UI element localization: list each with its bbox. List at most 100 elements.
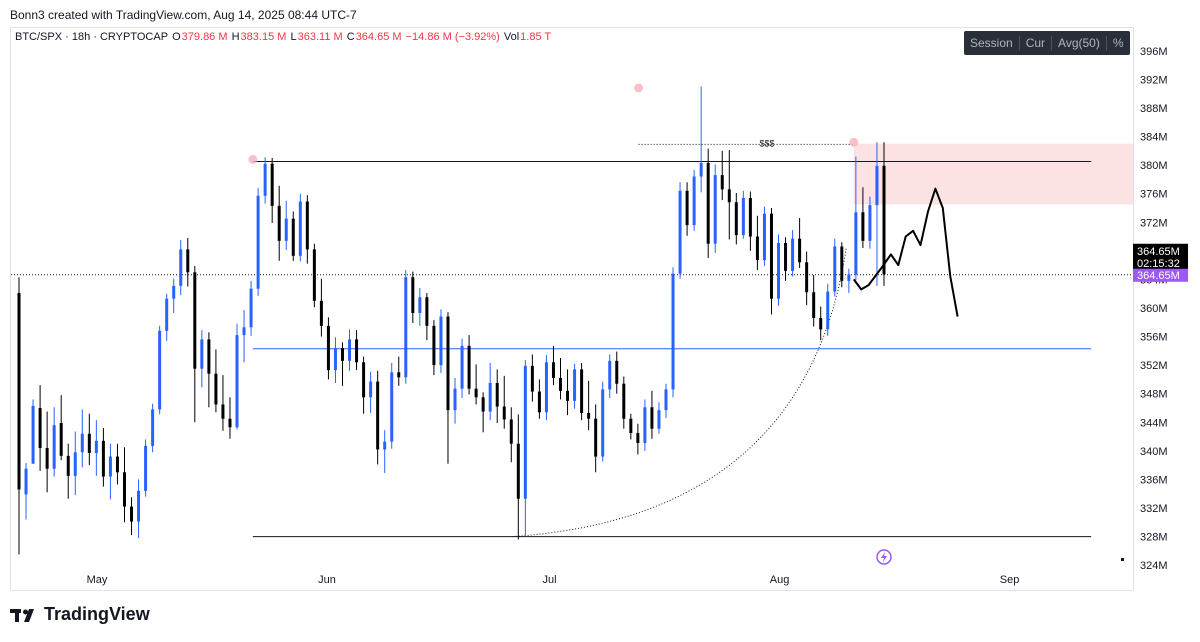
currency-button[interactable]: Cur (1025, 36, 1046, 50)
close-label: C (346, 31, 355, 43)
candle-body (312, 249, 316, 301)
candle-body (179, 249, 183, 286)
pivot-marker (248, 154, 258, 164)
candle-body (629, 418, 633, 433)
candle-body (671, 273, 675, 390)
candle-body (17, 292, 21, 490)
candle-body (819, 317, 823, 330)
price-badge-bg (1133, 243, 1188, 270)
supply-zone (853, 143, 1133, 205)
candle-body (94, 440, 98, 454)
candle-body (509, 419, 513, 444)
candle-body (66, 455, 70, 476)
x-tick-label: Aug (770, 574, 790, 586)
candle-body (158, 330, 162, 410)
candle-body (636, 433, 640, 444)
candle-body (685, 190, 689, 226)
y-tick-label: 352M (1140, 360, 1168, 372)
candle-body (200, 339, 204, 369)
scale-dot (1121, 558, 1124, 561)
candle-body (439, 316, 443, 366)
candle-body (523, 365, 527, 499)
candle-body (24, 468, 28, 495)
footer-brand: TradingView (10, 604, 150, 625)
candle-body (270, 163, 274, 206)
low-label: L (290, 31, 297, 43)
candle-body (221, 404, 225, 419)
open-value: 379.86 M (181, 31, 228, 43)
y-tick-label: 336M (1140, 474, 1168, 486)
candle-body (122, 472, 126, 507)
candle-body (530, 365, 534, 392)
candle-body (214, 373, 218, 405)
y-tick-label: 388M (1140, 103, 1168, 115)
y-tick-label: 396M (1140, 46, 1168, 58)
candle-body (80, 433, 84, 453)
candle-body (362, 362, 366, 398)
candle-body (474, 388, 478, 398)
candle-body (727, 189, 731, 203)
high-value: 383.15 M (240, 31, 287, 43)
candle-body (798, 238, 802, 263)
candle-body (390, 372, 394, 442)
candle-body (38, 407, 42, 449)
pivot-marker (849, 137, 859, 147)
volume-value: 1.85 T (520, 31, 552, 43)
candle-body (833, 246, 837, 292)
candle-body (115, 456, 119, 473)
candle-body (826, 291, 830, 330)
candle-body (678, 190, 682, 274)
high-label: H (231, 31, 240, 43)
candle-body (73, 452, 77, 476)
toolbar-divider (1051, 36, 1053, 50)
candle-body (840, 246, 844, 281)
candle-body (741, 197, 745, 236)
candle-body (537, 391, 541, 413)
candle-body (235, 335, 239, 428)
candle-body (706, 162, 710, 244)
projection-path (852, 187, 959, 317)
price-badge-purple-bg (1133, 268, 1188, 282)
candle-body (144, 445, 148, 491)
parabolic-curve (512, 247, 847, 538)
candle-body (418, 297, 422, 313)
candle-body (748, 197, 752, 237)
candle-body (101, 440, 105, 477)
candle-body (242, 327, 246, 336)
candle-body (263, 163, 267, 196)
candle-body (411, 277, 415, 313)
toolbar-divider (1105, 36, 1107, 50)
candle-body (355, 339, 359, 363)
session-button[interactable]: Session (970, 36, 1013, 50)
candle-body (755, 236, 759, 261)
event-icon (876, 549, 892, 565)
liquidity-annotation: $$$ (759, 138, 774, 148)
candle-body (847, 274, 851, 281)
candle-body (165, 298, 169, 331)
candle-body (298, 201, 302, 256)
x-tick-label: Sep (1000, 574, 1020, 586)
avg-button[interactable]: Avg(50) (1058, 36, 1100, 50)
percent-button[interactable]: % (1112, 36, 1124, 50)
candle-body (108, 456, 112, 477)
candle-body (615, 360, 619, 384)
candle-body (453, 388, 457, 411)
candle-body (193, 272, 197, 369)
candle-body (446, 316, 450, 411)
candle-body (87, 433, 91, 454)
candle-body (305, 201, 309, 250)
candle-body (720, 175, 724, 190)
candle-body (713, 175, 717, 244)
candle-body (31, 405, 35, 464)
candle-body (544, 362, 548, 413)
y-tick-label: 356M (1140, 332, 1168, 344)
candle-body (791, 238, 795, 271)
lightning-icon (881, 552, 887, 562)
candle-body (875, 165, 879, 206)
price-badge-price: 364.65M (1137, 246, 1180, 258)
candle-body (425, 297, 429, 326)
candle-body (805, 262, 809, 293)
close-value: 364.65 M (355, 31, 402, 43)
candle-body (291, 218, 295, 256)
